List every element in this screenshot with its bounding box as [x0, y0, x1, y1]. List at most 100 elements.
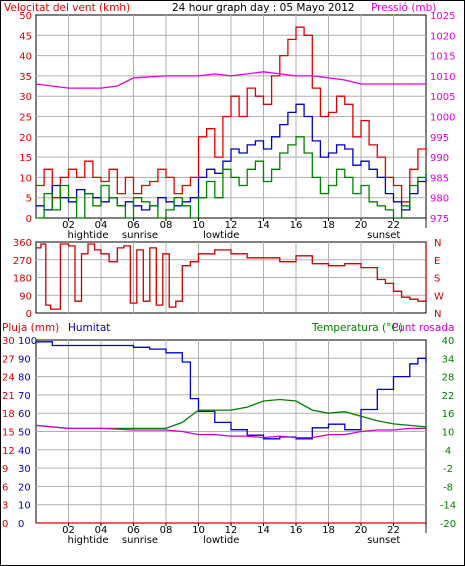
humidity-tick-label: 20: [18, 482, 31, 493]
humidity-event-label: hightide: [67, 535, 108, 546]
wind-tick-label: 50: [19, 11, 32, 22]
pressure-tick-label: 990: [430, 153, 449, 164]
humidity-axis-title: Humitat: [68, 322, 110, 334]
rain-tick-label: 12: [2, 446, 15, 457]
pressure-tick-label: 1020: [430, 31, 455, 42]
rain-tick-label: 6: [2, 482, 8, 493]
humidity-event-label: lowtide: [203, 535, 239, 546]
humidity-hour-label: 12: [225, 525, 238, 536]
wind-hour-label: 16: [290, 220, 303, 231]
pressure-tick-label: 995: [430, 133, 449, 144]
temperature-tick-label: -2: [443, 464, 453, 475]
wind-tick-label: 5: [26, 194, 32, 205]
humidity-event-label: sunrise: [122, 535, 158, 546]
direction-tick-label: 180: [13, 274, 32, 285]
wind-event-label: sunrise: [122, 230, 158, 241]
wind-direction-panel: 0 N 90 W 180 S 270 E 360 N: [13, 238, 444, 320]
humidity-tick-label: 90: [18, 354, 31, 365]
wind-tick-label: 35: [19, 72, 32, 83]
humidity-hour-label: 14: [257, 525, 270, 536]
wind-pressure-panel: 0510152025303540455097598098599099510001…: [19, 11, 455, 241]
wind-tick-label: 10: [19, 173, 32, 184]
pressure-tick-label: 1000: [430, 113, 455, 124]
temperature-tick-label: -8: [443, 482, 453, 493]
wind-hour-label: 02: [62, 220, 75, 231]
compass-label: N: [434, 238, 441, 249]
compass-label: W: [434, 291, 444, 302]
wind-event-label: sunset: [367, 230, 400, 241]
wind-hour-label: 20: [355, 220, 368, 231]
series-direction: [36, 242, 427, 310]
pressure-tick-label: 985: [430, 173, 449, 184]
pressure-tick-label: 1015: [430, 52, 455, 63]
compass-label: E: [434, 256, 440, 267]
compass-label: N: [434, 309, 441, 320]
humidity-hour-label: 06: [127, 525, 140, 536]
wind-hour-label: 12: [225, 220, 238, 231]
humidity-temperature-panel: 0369121518212427300102030405060708090100…: [2, 336, 456, 546]
humidity-tick-label: 70: [18, 391, 31, 402]
pressure-tick-label: 975: [430, 214, 449, 225]
direction-tick-label: 270: [13, 256, 32, 267]
rain-tick-label: 0: [2, 519, 8, 530]
humidity-tick-label: 30: [18, 464, 31, 475]
wind-hour-label: 10: [192, 220, 205, 231]
temperature-tick-label: -20: [440, 519, 456, 530]
rain-tick-label: 3: [2, 501, 8, 512]
series-low: [36, 136, 427, 219]
rain-axis-title: Pluja (mm): [2, 322, 59, 334]
dewpoint-axis-title: Punt rosada: [392, 322, 454, 334]
rain-tick-label: 15: [2, 428, 15, 439]
humidity-hour-label: l: [425, 525, 428, 536]
wind-hour-label: 04: [95, 220, 108, 231]
humidity-hour-label: 22: [387, 525, 400, 536]
direction-tick-label: 360: [13, 238, 32, 249]
wind-axis-title: Velocitat del vent (kmh): [4, 2, 130, 14]
humidity-hour-label: 16: [290, 525, 303, 536]
wind-tick-label: 0: [26, 214, 32, 225]
wind-tick-label: 30: [19, 92, 32, 103]
humidity-tick-label: 10: [18, 501, 31, 512]
humidity-tick-label: 60: [18, 409, 31, 420]
wind-tick-label: 40: [19, 52, 32, 63]
series-dewpoint: [35, 424, 426, 439]
rain-tick-label: 24: [2, 373, 15, 384]
wind-tick-label: 45: [19, 31, 32, 42]
rain-tick-label: 21: [2, 391, 15, 402]
wind-event-label: hightide: [67, 230, 108, 241]
humidity-hour-label: 20: [355, 525, 368, 536]
humidity-tick-label: 100: [18, 336, 37, 347]
temperature-tick-label: 40: [442, 336, 455, 347]
humidity-tick-label: 0: [18, 519, 24, 530]
rain-tick-label: 27: [2, 354, 15, 365]
humidity-hour-label: 04: [95, 525, 108, 536]
humidity-hour-label: 08: [160, 525, 173, 536]
wind-tick-label: 20: [19, 133, 32, 144]
temperature-axis-title: Temperatura (°C): [311, 322, 403, 334]
series-humidity: [36, 341, 427, 440]
series-pressure: [35, 71, 426, 89]
wind-hour-label: 08: [160, 220, 173, 231]
humidity-tick-label: 80: [18, 373, 31, 384]
humidity-hour-label: 02: [62, 525, 75, 536]
wind-hour-label: 22: [387, 220, 400, 231]
pressure-axis-title: Pressió (mb): [371, 2, 436, 14]
series-temperature: [35, 398, 427, 430]
series-gust: [36, 26, 427, 203]
humidity-hour-label: 18: [322, 525, 335, 536]
temperature-tick-label: 22: [442, 391, 455, 402]
humidity-tick-label: 40: [18, 446, 31, 457]
wind-hour-label: 14: [257, 220, 270, 231]
direction-tick-label: 0: [26, 309, 32, 320]
temperature-tick-label: 34: [442, 354, 455, 365]
temperature-tick-label: 10: [442, 428, 455, 439]
temperature-tick-label: -14: [440, 501, 456, 512]
wind-hour-label: 18: [322, 220, 335, 231]
temperature-tick-label: 16: [442, 409, 455, 420]
wind-hour-label: 06: [127, 220, 140, 231]
wind-hour-label: l: [425, 220, 428, 231]
wind-tick-label: 15: [19, 153, 32, 164]
pressure-tick-label: 1005: [430, 92, 455, 103]
wind-event-label: lowtide: [203, 230, 239, 241]
